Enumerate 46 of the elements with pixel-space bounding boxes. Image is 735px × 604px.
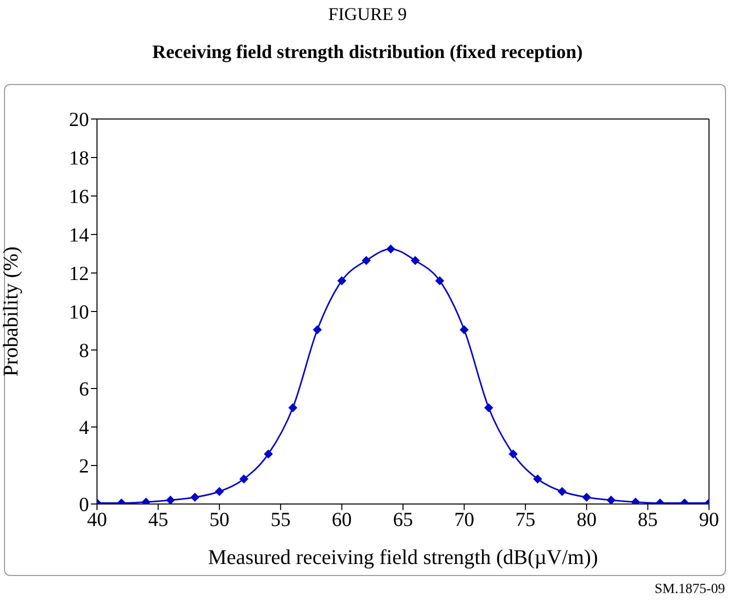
x-tick-label: 40 — [87, 509, 107, 532]
point — [214, 486, 224, 496]
chart-subtitle: Receiving field strength distribution (fixed reception) — [151, 42, 584, 64]
x-tick-label: 60 — [332, 509, 352, 532]
y-tick-label: 14 — [69, 224, 89, 247]
point — [606, 496, 616, 504]
y-tick-label: 4 — [79, 417, 89, 440]
point — [362, 256, 371, 265]
point — [533, 474, 542, 484]
x-tick-label: 65 — [393, 509, 413, 532]
x-axis-title: Measured receiving field strength (dB(µV/m)) — [208, 545, 598, 569]
y-axis-title: Probability (%) — [0, 246, 22, 377]
x-tick-label: 55 — [270, 509, 291, 532]
y-tick-label: 0 — [79, 494, 89, 516]
x-tick-label: 90 — [699, 509, 719, 532]
x-tick-label: 45 — [148, 509, 168, 532]
y-tick-label: 10 — [69, 302, 89, 324]
point — [410, 256, 420, 265]
x-tick-label: 75 — [515, 509, 536, 532]
point — [386, 244, 396, 254]
point — [508, 449, 518, 458]
x-tick-label: 80 — [576, 509, 597, 532]
y-tick-label: 16 — [69, 186, 89, 208]
point — [435, 276, 444, 286]
point — [312, 325, 322, 334]
point — [558, 486, 567, 496]
point — [288, 403, 298, 412]
y-tick-label: 6 — [79, 378, 89, 401]
y-tick-label: 20 — [69, 109, 89, 132]
y-tick-label: 8 — [79, 340, 89, 362]
chart-title: FIGURE 9 — [327, 4, 408, 25]
y-tick-label: 12 — [69, 263, 89, 286]
text: SM.1875-09 — [654, 582, 725, 598]
y-tick-label: 2 — [79, 456, 89, 478]
point — [264, 449, 273, 458]
point — [337, 276, 346, 286]
x-tick-label: 50 — [209, 509, 230, 532]
point — [460, 325, 469, 334]
point — [166, 496, 175, 504]
point — [239, 474, 248, 484]
y-tick-label: 18 — [69, 148, 89, 170]
x-tick-label: 85 — [638, 509, 658, 532]
point — [582, 492, 592, 502]
point — [190, 492, 200, 502]
point — [484, 403, 494, 412]
x-tick-label: 70 — [454, 509, 474, 532]
